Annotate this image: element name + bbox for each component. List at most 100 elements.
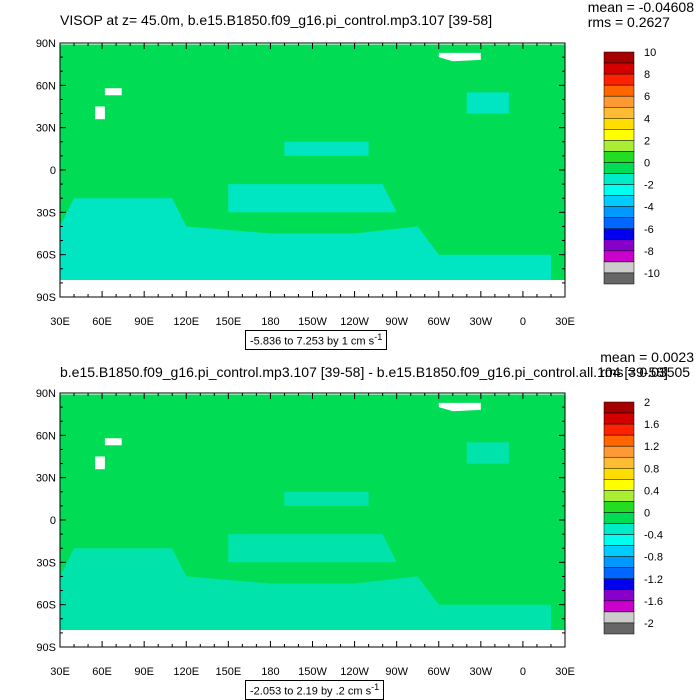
negative-region (284, 141, 369, 156)
colorbar-box (603, 272, 635, 285)
lon-tick-label: 60W (427, 666, 450, 678)
lon-tick-label: 180 (261, 666, 279, 678)
lon-tick-label: 90W (385, 666, 408, 678)
lon-tick-label: 150E (215, 666, 241, 678)
lat-tick-label: 60S (36, 250, 56, 262)
colorbar-label: -1.2 (644, 574, 663, 586)
negative-region (466, 92, 509, 114)
colorbar-box (603, 206, 635, 218)
lat-tick-label: 90N (36, 38, 56, 50)
colorbar-box (603, 512, 635, 524)
colorbar-label: 0 (644, 157, 650, 169)
colorbar-label: 4 (644, 113, 650, 125)
lat-tick-label: 30N (36, 123, 56, 135)
colorbar-box (603, 468, 635, 480)
lat-tick-label: 0 (50, 165, 56, 177)
colorbar-box (603, 456, 635, 469)
lon-tick-label: 30E (555, 666, 575, 678)
colorbar-label: -8 (644, 246, 654, 258)
colorbar-label: 2 (644, 135, 650, 147)
plot-title: b.e15.B1850.f09_g16.pi_control.mp3.107 [… (60, 364, 668, 380)
lat-tick-label: 90N (36, 388, 56, 400)
colorbar-box (603, 523, 635, 535)
lon-tick-label: 120W (340, 666, 369, 678)
colorbar-box (603, 217, 635, 230)
colorbar-box (603, 589, 635, 602)
colorbar-box (603, 140, 635, 152)
lon-tick-label: 150W (298, 666, 327, 678)
lon-tick-label: 0 (520, 316, 526, 328)
colorbar-box (603, 228, 635, 241)
colorbar-box (603, 118, 635, 130)
colorbar-label: 0.8 (644, 463, 659, 475)
colorbar-box (603, 545, 635, 557)
colorbar-label: 1.6 (644, 419, 659, 431)
land-mask (95, 456, 105, 470)
colorbar-box (603, 73, 635, 86)
lon-tick-label: 180 (261, 316, 279, 328)
colorbar-label: -2 (644, 618, 654, 630)
colorbar-box (603, 95, 635, 108)
stats-box: mean = 0.0023 rms = 0.03505 (600, 350, 694, 380)
colorbar-box (603, 51, 635, 64)
lat-tick-label: 30N (36, 473, 56, 485)
colorbar-box (603, 556, 635, 568)
colorbar-box (603, 490, 635, 502)
lat-tick-label: 90S (36, 292, 56, 304)
colorbar-box (603, 479, 635, 491)
colorbar-label: -0.4 (644, 530, 663, 542)
colorbar-box (603, 129, 635, 141)
colorbar-box (603, 412, 635, 425)
lat-tick-label: 30S (36, 207, 56, 219)
lon-tick-label: 90E (134, 666, 154, 678)
mean-stat: mean = 0.0023 (600, 349, 694, 365)
lon-tick-label: 120E (173, 666, 199, 678)
colorbar-box (603, 501, 635, 513)
lat-tick-label: 90S (36, 642, 56, 654)
colorbar-label: 10 (644, 47, 656, 59)
lon-tick-label: 60E (92, 666, 112, 678)
lat-tick-label: 60N (36, 80, 56, 92)
negative-region (228, 534, 397, 563)
panel-top: VISOP at z= 45.0m, b.e15.B1850.f09_g16.p… (36, 0, 694, 350)
map-plot: 90N 60N 30N 0 30S 60S 90S 30E 60E 90E 120E 150E 180 1… (36, 38, 660, 328)
lon-tick-label: 120W (340, 316, 369, 328)
lat-tick-label: 60N (36, 430, 56, 442)
land-mask (95, 106, 105, 120)
negative-region (228, 184, 397, 213)
colorbar-box (603, 195, 635, 207)
lon-tick-label: 90W (385, 316, 408, 328)
colorbar-box (603, 151, 635, 163)
colorbar-label: 1.2 (644, 441, 659, 453)
contour-info-text: -5.836 to 7.253 by 1 cm s (250, 335, 375, 348)
colorbar-box (603, 250, 635, 263)
lon-tick-label: 60W (427, 316, 450, 328)
colorbar-box (603, 184, 635, 196)
colorbar-label: -10 (644, 268, 660, 280)
lon-tick-label: 30E (50, 316, 70, 328)
land-mask (104, 88, 122, 96)
negative-region (60, 198, 551, 281)
colorbar-label: -0.8 (644, 552, 663, 564)
colorbar-box (603, 611, 635, 624)
colorbar-box (603, 401, 635, 414)
colorbar-label: -1.6 (644, 596, 663, 608)
contour-info-box: -2.053 to 2.19 by .2 cm s-1 (245, 680, 385, 700)
colorbar-label: -6 (644, 224, 654, 236)
colorbar-box (603, 622, 635, 635)
lon-tick-label: 30E (50, 666, 70, 678)
lat-tick-label: 30S (36, 557, 56, 569)
land-mask (438, 402, 481, 412)
lon-tick-label: 30W (470, 666, 493, 678)
negative-region (466, 442, 509, 464)
rms-stat: rms = 0.2627 (587, 14, 670, 30)
colorbar-label: 6 (644, 91, 650, 103)
colorbar-label: 8 (644, 69, 650, 81)
contour-info-sup: -1 (374, 332, 383, 342)
colorbar-box (603, 84, 635, 97)
colorbar-box (603, 173, 635, 185)
map-plot: 90N 60N 30N 0 30S 60S 90S 30E 60E 90E 120E 150E 180 1… (36, 388, 663, 678)
colorbar-box (603, 423, 635, 436)
colorbar-box (603, 261, 635, 274)
stats-box: mean = -0.04608 rms = 0.2627 (588, 0, 694, 30)
